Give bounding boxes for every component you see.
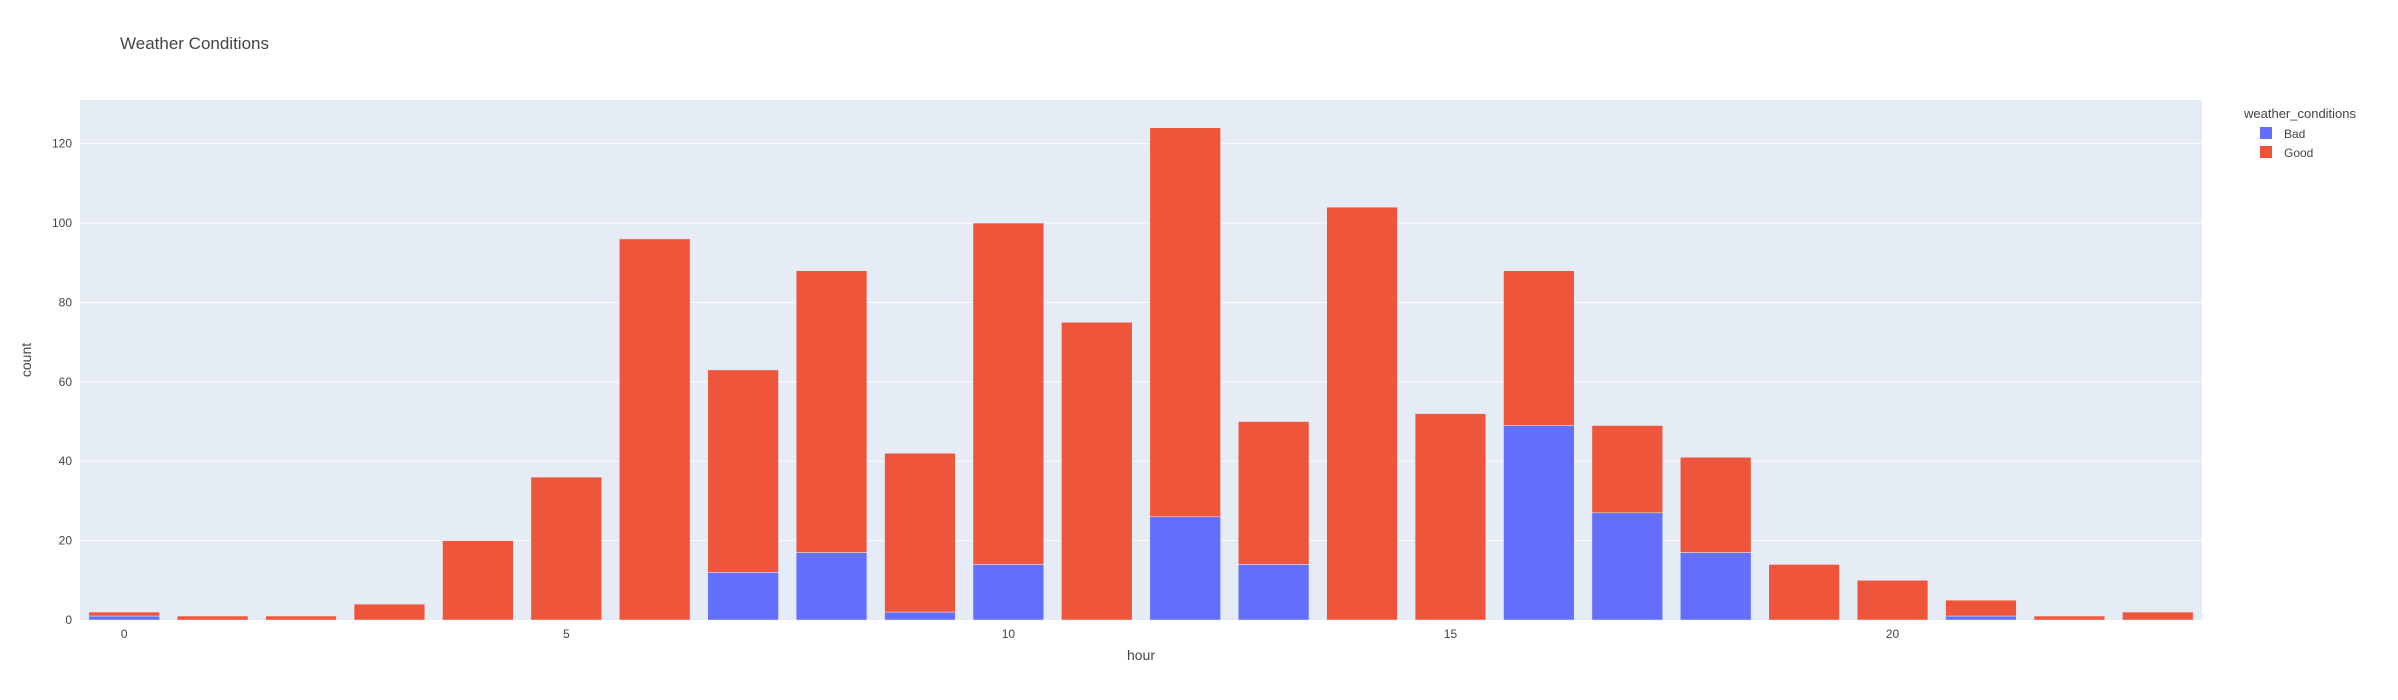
bar-good [177, 615, 249, 621]
y-axis-title: count [18, 343, 34, 377]
bar-bad [1238, 564, 1310, 621]
bar-bad [884, 611, 956, 621]
x-axis-title: hour [1127, 647, 1155, 663]
bar-good [1061, 322, 1133, 621]
bar-bad [707, 572, 779, 621]
bar-good [1680, 457, 1752, 553]
bar-bad [1503, 425, 1575, 621]
bar-good [2033, 615, 2105, 621]
bar-good [442, 540, 514, 621]
y-tick-label: 0 [65, 613, 72, 627]
y-tick-label: 120 [52, 137, 72, 151]
bar-good [1238, 421, 1310, 565]
bar-good [88, 611, 160, 617]
chart-title: Weather Conditions [120, 34, 269, 53]
series-bad [88, 425, 2017, 621]
bar-bad [1591, 512, 1663, 621]
bar-good [1414, 413, 1487, 621]
y-tick-label: 100 [52, 216, 72, 230]
bar-good [353, 603, 426, 621]
gridlines [80, 143, 2202, 542]
bar-bad [1149, 516, 1221, 621]
legend-items: Bad Good [2260, 127, 2313, 160]
bar-bad [1680, 552, 1752, 621]
x-axis-ticks: 0 5 10 15 20 [121, 627, 1900, 641]
bar-good [1326, 206, 1398, 621]
bar-good [265, 615, 337, 621]
y-tick-label: 20 [59, 534, 73, 548]
x-tick-label: 10 [1002, 627, 1016, 641]
y-tick-label: 60 [59, 375, 73, 389]
bar-bad [1945, 615, 2017, 621]
bar-good [707, 369, 779, 573]
bar-bad [795, 552, 868, 621]
bar-good [530, 476, 602, 621]
y-tick-label: 40 [59, 454, 73, 468]
x-tick-label: 0 [121, 627, 128, 641]
bar-good [1768, 564, 1840, 621]
legend-label-good: Good [2284, 146, 2313, 160]
bar-good [795, 270, 868, 553]
x-tick-label: 5 [563, 627, 570, 641]
bar-good [972, 222, 1044, 565]
legend-label-bad: Bad [2284, 127, 2305, 141]
y-tick-label: 80 [59, 295, 73, 309]
legend: weather_conditions Bad Good [2243, 106, 2357, 160]
x-tick-label: 20 [1886, 627, 1900, 641]
bar-bad [88, 615, 160, 621]
bar-good [1503, 270, 1575, 426]
bar-good [619, 238, 691, 621]
x-tick-label: 15 [1444, 627, 1458, 641]
plot-area [80, 100, 2202, 620]
bars [88, 127, 2194, 621]
legend-swatch-bad [2260, 127, 2272, 139]
legend-title: weather_conditions [2243, 106, 2357, 121]
bar-bad [972, 564, 1044, 621]
series-good [88, 127, 2194, 621]
y-axis-ticks: 0 20 40 60 80 100 120 [52, 137, 72, 627]
bar-good [884, 453, 956, 613]
bar-good [1149, 127, 1221, 518]
bar-good [1856, 580, 1929, 621]
bar-good [1945, 599, 2017, 617]
bar-good [1591, 425, 1663, 514]
bar-good [2122, 611, 2194, 621]
legend-swatch-good [2260, 146, 2272, 158]
